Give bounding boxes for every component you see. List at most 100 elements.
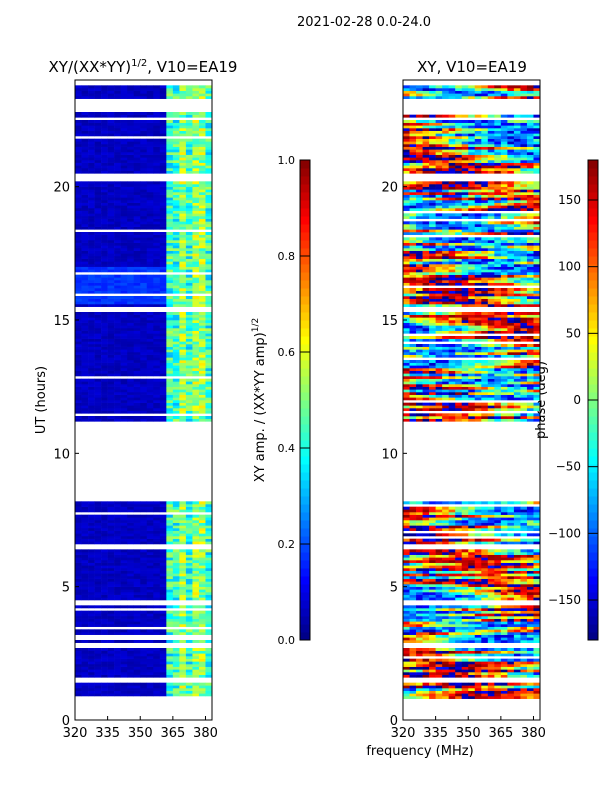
heatmap-cell — [205, 514, 213, 518]
heatmap-cell — [474, 634, 482, 638]
heatmap-cell — [114, 589, 121, 593]
heatmap-cell — [75, 221, 82, 225]
heatmap-cell — [94, 693, 102, 697]
heatmap-cell — [140, 530, 148, 534]
heatmap-cell — [120, 560, 128, 563]
heatmap-cell — [468, 512, 476, 515]
heatmap-cell — [198, 666, 206, 670]
heatmap-cell — [429, 634, 436, 638]
heatmap-cell — [101, 240, 108, 243]
heatmap-cell — [468, 640, 476, 643]
heatmap-cell — [133, 298, 141, 302]
heatmap-cell — [166, 597, 174, 601]
heatmap-cell — [94, 154, 102, 158]
heatmap-cell — [133, 141, 141, 145]
heatmap-cell — [153, 314, 161, 318]
heatmap-cell — [146, 160, 154, 163]
heatmap-cell — [101, 138, 108, 142]
heatmap-cell — [500, 586, 508, 590]
heatmap-cell — [198, 333, 206, 337]
heatmap-cell — [507, 418, 515, 422]
heatmap-cell — [133, 288, 141, 291]
heatmap-cell — [198, 656, 206, 659]
heatmap-cell — [140, 333, 148, 337]
heatmap-cell — [107, 250, 115, 254]
heatmap-cell — [500, 621, 508, 625]
heatmap-cell — [198, 146, 206, 150]
heatmap-cell — [513, 576, 521, 579]
heatmap-cell — [198, 224, 206, 227]
heatmap-cell — [185, 341, 193, 345]
heatmap-cell — [198, 120, 206, 123]
heatmap-cell — [403, 528, 410, 531]
heatmap-cell — [461, 517, 469, 521]
heatmap-cell — [159, 186, 167, 190]
heatmap-cell — [114, 405, 121, 409]
heatmap-cell — [185, 536, 193, 539]
heatmap-cell — [461, 688, 469, 691]
heatmap-cell — [159, 221, 167, 225]
heatmap-cell — [422, 621, 430, 625]
heatmap-cell — [487, 648, 495, 651]
heatmap-cell — [513, 682, 521, 686]
heatmap-cell — [159, 330, 167, 334]
heatmap-cell — [205, 400, 213, 403]
heatmap-cell — [409, 632, 417, 635]
heatmap-cell — [140, 232, 148, 235]
heatmap-cell — [159, 381, 167, 385]
heatmap-cell — [198, 349, 206, 353]
heatmap-cell — [507, 618, 515, 622]
heatmap-cell — [88, 85, 95, 89]
heatmap-cell — [146, 298, 154, 302]
heatmap-cell — [88, 509, 95, 513]
heatmap-cell — [81, 688, 89, 691]
heatmap-cell — [133, 525, 141, 529]
heatmap-cell — [429, 514, 436, 518]
heatmap-cell — [166, 370, 174, 374]
heatmap-cell — [166, 112, 174, 115]
heatmap-cell — [179, 93, 187, 97]
heatmap-cell — [127, 354, 135, 358]
heatmap-cell — [179, 629, 187, 633]
heatmap-cell — [448, 653, 456, 657]
heatmap-cell — [172, 274, 180, 278]
heatmap-cell — [172, 114, 180, 118]
heatmap-cell — [198, 344, 206, 347]
heatmap-cell — [75, 242, 82, 246]
heatmap-cell — [494, 618, 502, 622]
heatmap-cell — [416, 613, 423, 617]
heatmap-cell — [507, 533, 515, 537]
heatmap-cell — [487, 528, 495, 531]
heatmap-cell — [81, 624, 89, 627]
heatmap-cell — [185, 125, 193, 129]
heatmap-cell — [146, 312, 154, 315]
heatmap-cell — [455, 552, 463, 555]
heatmap-cell — [533, 666, 541, 670]
heatmap-cell — [192, 250, 200, 254]
heatmap-cell — [474, 688, 482, 691]
heatmap-cell — [192, 517, 200, 521]
heatmap-cell — [127, 616, 135, 619]
heatmap-cell — [81, 344, 89, 347]
heatmap-cell — [422, 522, 430, 526]
heatmap-cell — [94, 90, 102, 94]
heatmap-cell — [159, 373, 167, 377]
heatmap-cell — [153, 85, 161, 89]
heatmap-cell — [140, 338, 148, 342]
heatmap-cell — [533, 640, 541, 643]
heatmap-cell — [107, 640, 115, 643]
heatmap-cell — [185, 520, 193, 523]
heatmap-cell — [422, 592, 430, 595]
heatmap-cell — [114, 253, 121, 257]
heatmap-cell — [533, 605, 541, 609]
heatmap-cell — [435, 586, 443, 590]
heatmap-cell — [481, 549, 489, 553]
heatmap-cell — [146, 146, 154, 150]
heatmap-cell — [101, 168, 108, 171]
heatmap-cell — [487, 672, 495, 675]
heatmap-cell — [120, 141, 128, 145]
heatmap-cell — [81, 205, 89, 209]
heatmap-cell — [114, 346, 121, 350]
heatmap-cell — [409, 408, 417, 411]
heatmap-cell — [153, 224, 161, 227]
